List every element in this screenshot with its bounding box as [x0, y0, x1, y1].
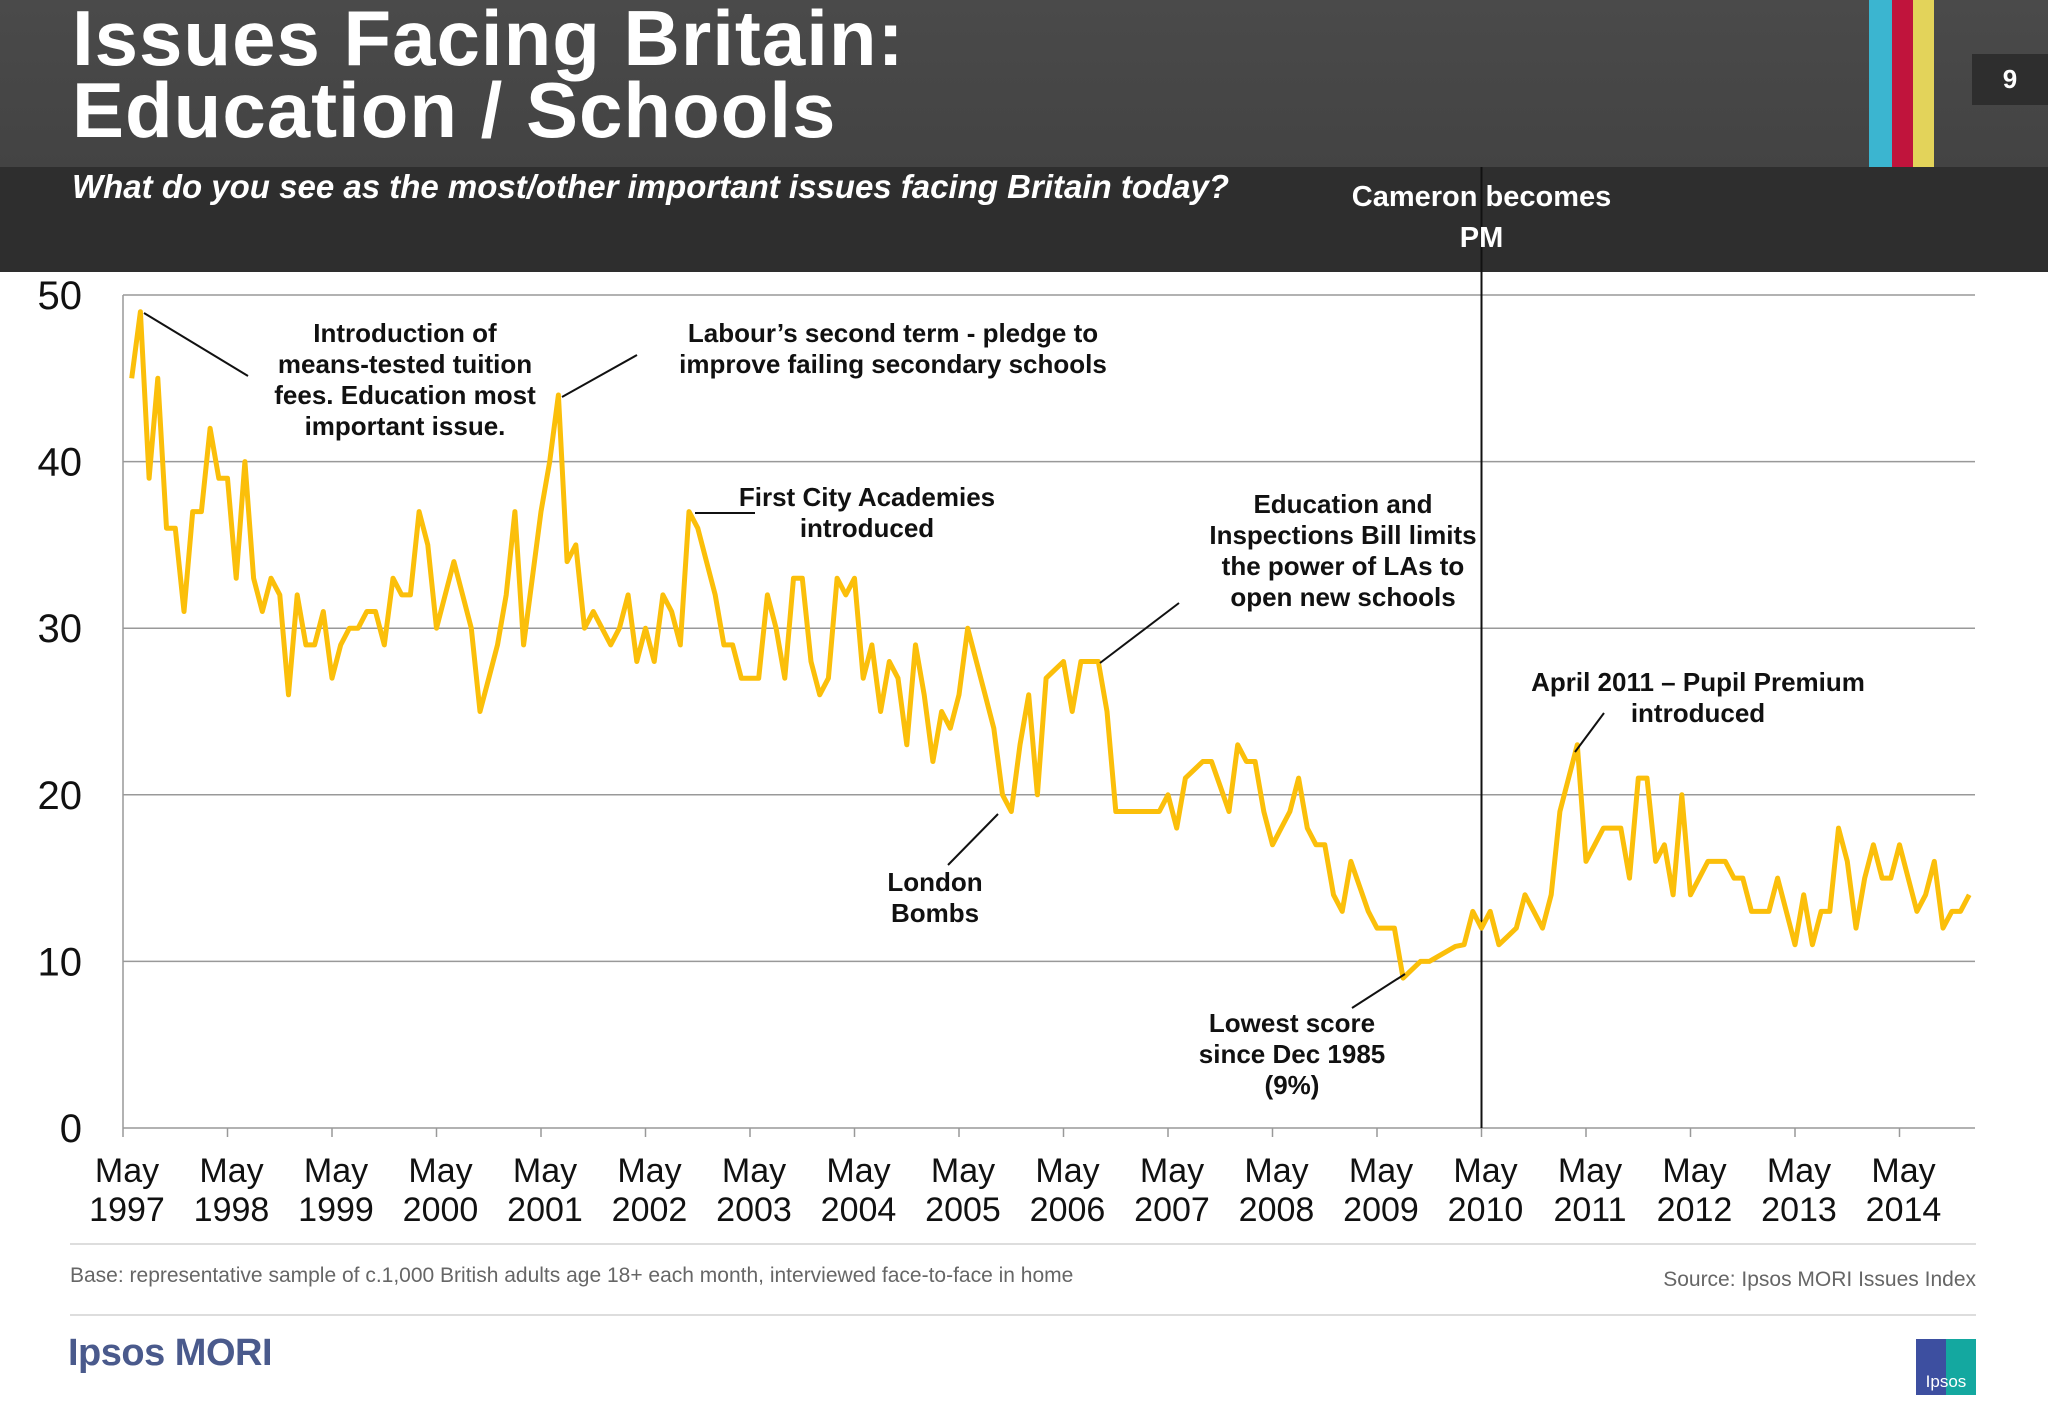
annotation-text: Labour’s second term - pledge to — [688, 318, 1098, 348]
x-tick-label-month: May — [95, 1152, 159, 1190]
x-tick-label-month: May — [1871, 1152, 1935, 1190]
footer-divider-top — [70, 1243, 1976, 1245]
slide-title: Issues Facing Britain: Education / Schoo… — [72, 0, 905, 154]
y-tick-label: 20 — [38, 774, 83, 818]
source-note: Source: Ipsos MORI Issues Index — [1663, 1268, 1976, 1291]
x-tick-label-year: 2002 — [612, 1191, 688, 1229]
x-tick-label-month: May — [1244, 1152, 1308, 1190]
x-tick-label-month: May — [1140, 1152, 1204, 1190]
question-subtitle: What do you see as the most/other import… — [72, 168, 1230, 205]
x-tick-label-month: May — [408, 1152, 472, 1190]
annotation-text: important issue. — [305, 411, 506, 441]
y-tick-label: 10 — [38, 940, 83, 984]
annotation-leader-line — [947, 813, 999, 866]
annotation-text: Education and — [1253, 489, 1432, 519]
annotation-text: open new schools — [1230, 582, 1455, 612]
x-tick-label-month: May — [1662, 1152, 1726, 1190]
y-tick-label: 50 — [38, 274, 83, 318]
ipsos-mori-logo: Ipsos MORI — [68, 1332, 273, 1374]
x-tick-label-month: May — [513, 1152, 577, 1190]
subtitle-band — [0, 167, 2048, 272]
x-tick-label-month: May — [1767, 1152, 1831, 1190]
annotation-text: introduced — [1631, 698, 1765, 728]
annotation-text: Inspections Bill limits — [1209, 520, 1476, 550]
annotation-leader-line — [1574, 712, 1605, 753]
annotation-text: London — [887, 867, 982, 897]
footer-divider-bottom — [70, 1314, 1976, 1316]
event-label: Cameron becomes — [1352, 181, 1612, 213]
education-series-line — [129, 309, 1972, 981]
x-tick-label-year: 2006 — [1030, 1191, 1106, 1229]
ipsos-badge-logo: Ipsos — [1916, 1339, 1976, 1395]
x-tick-label-year: 2012 — [1657, 1191, 1733, 1229]
plot-area — [123, 275, 1975, 1128]
brand-bar-yellow — [1913, 0, 1934, 167]
x-tick-label-year: 2005 — [925, 1191, 1001, 1229]
annotation-text: (9%) — [1265, 1070, 1320, 1100]
brand-bar-cyan — [1869, 0, 1892, 167]
x-tick-label-year: 2007 — [1134, 1191, 1210, 1229]
annotation-text: Bombs — [891, 898, 979, 928]
x-tick-label-year: 1999 — [298, 1191, 374, 1229]
annotation-leader-line — [1099, 602, 1180, 664]
x-tick-label-month: May — [617, 1152, 681, 1190]
x-tick-label-year: 2014 — [1866, 1191, 1942, 1229]
annotation-text: improve failing secondary schools — [679, 349, 1107, 379]
y-tick-label: 30 — [38, 607, 83, 651]
x-tick-label-month: May — [199, 1152, 263, 1190]
header-band — [0, 0, 2048, 167]
annotation-leader-line — [143, 312, 249, 377]
annotation-text: means-tested tuition — [278, 349, 532, 379]
x-tick-label-year: 2009 — [1343, 1191, 1419, 1229]
y-tick-label: 0 — [60, 1107, 82, 1151]
x-tick-label-month: May — [1558, 1152, 1622, 1190]
x-tick-label-year: 1997 — [89, 1191, 165, 1229]
x-tick-label-month: May — [304, 1152, 368, 1190]
page-number: 9 — [1972, 54, 2048, 105]
x-tick-label-month: May — [722, 1152, 786, 1190]
annotation-text: Introduction of — [313, 318, 497, 348]
annotation-text: April 2011 – Pupil Premium — [1531, 667, 1865, 697]
x-tick-label-month: May — [826, 1152, 890, 1190]
x-tick-label-year: 2000 — [403, 1191, 479, 1229]
y-tick-label: 40 — [38, 441, 83, 485]
base-note: Base: representative sample of c.1,000 B… — [70, 1264, 1074, 1287]
title-line-1: Issues Facing Britain: — [72, 0, 905, 82]
brand-bar-red — [1892, 0, 1913, 167]
x-tick-label-year: 2011 — [1553, 1191, 1626, 1229]
annotation-text: since Dec 1985 — [1199, 1039, 1385, 1069]
x-tick-label-year: 2001 — [507, 1191, 583, 1229]
x-tick-label-month: May — [1453, 1152, 1517, 1190]
x-tick-label-year: 2004 — [821, 1191, 897, 1229]
x-tick-label-year: 2003 — [716, 1191, 792, 1229]
annotation-leader-line — [1351, 973, 1406, 1009]
event-label: PM — [1460, 222, 1504, 254]
annotation-text: introduced — [800, 513, 934, 543]
x-tick-label-year: 1998 — [194, 1191, 270, 1229]
x-tick-label-month: May — [931, 1152, 995, 1190]
x-tick-label-year: 2010 — [1448, 1191, 1524, 1229]
annotation-text: the power of LAs to — [1222, 551, 1465, 581]
annotation-text: First City Academies — [739, 482, 995, 512]
title-line-2: Education / Schools — [72, 66, 837, 154]
x-tick-label-year: 2013 — [1761, 1191, 1837, 1229]
annotation-text: Lowest score — [1209, 1008, 1375, 1038]
x-tick-label-month: May — [1349, 1152, 1413, 1190]
x-tick-label-year: 2008 — [1239, 1191, 1315, 1229]
annotation-leader-line — [561, 354, 638, 398]
x-tick-label-month: May — [1035, 1152, 1099, 1190]
annotation-text: fees. Education most — [274, 380, 536, 410]
